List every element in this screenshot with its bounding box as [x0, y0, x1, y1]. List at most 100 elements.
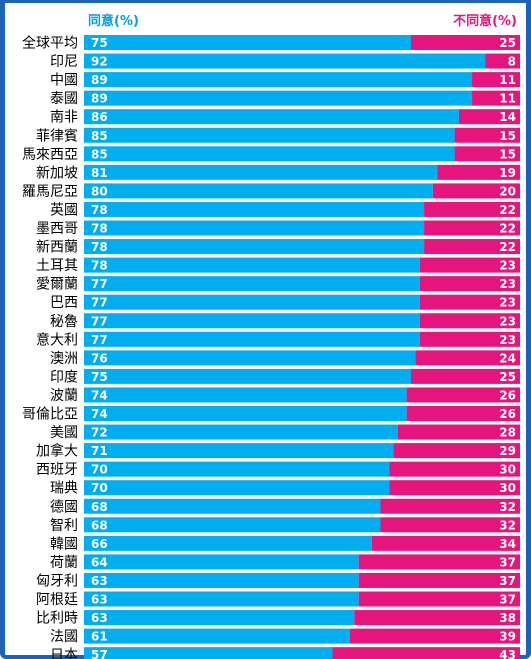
bar-agree	[84, 53, 486, 69]
bar-agree	[84, 257, 420, 273]
bar-agree	[84, 572, 359, 588]
value-label-disagree: 37	[499, 574, 516, 588]
bar-agree	[84, 647, 333, 659]
bar-disagree	[411, 368, 520, 384]
category-label: 加拿大	[36, 443, 78, 460]
legend-disagree: 不同意(%)	[453, 14, 517, 29]
bar-disagree	[397, 424, 520, 440]
bar-disagree	[454, 146, 520, 162]
category-label: 意大利	[36, 331, 78, 348]
value-label-agree: 85	[91, 129, 108, 143]
bar-agree	[84, 294, 420, 310]
value-label-disagree: 37	[499, 593, 516, 607]
category-label: 荷蘭	[50, 555, 78, 571]
bar-disagree	[419, 294, 520, 310]
value-label-agree: 77	[91, 277, 108, 291]
bar-agree	[84, 535, 372, 551]
value-label-agree: 78	[91, 222, 108, 236]
value-label-disagree: 23	[499, 333, 516, 347]
category-label: 韓國	[50, 536, 78, 552]
value-label-agree: 77	[91, 314, 108, 328]
bar-disagree	[485, 53, 520, 69]
value-label-agree: 68	[91, 500, 108, 514]
bar-agree	[84, 313, 420, 329]
value-label-disagree: 23	[499, 259, 516, 273]
bar-agree	[84, 610, 355, 626]
value-label-disagree: 38	[499, 611, 516, 625]
value-label-agree: 63	[91, 574, 108, 588]
bar-agree	[84, 591, 359, 607]
bar-disagree	[406, 406, 520, 421]
value-label-agree: 57	[91, 648, 108, 659]
bar-disagree	[354, 610, 520, 626]
category-label: 匈牙利	[36, 573, 78, 589]
category-label: 全球平均	[22, 35, 78, 52]
value-label-agree: 78	[91, 259, 108, 273]
value-label-disagree: 25	[499, 36, 516, 50]
category-label: 墨西哥	[36, 221, 78, 237]
value-label-agree: 75	[91, 36, 108, 50]
category-label: 中國	[50, 73, 78, 89]
bar-disagree	[419, 313, 520, 329]
value-label-disagree: 20	[499, 184, 516, 198]
bar-disagree	[389, 461, 520, 477]
value-label-disagree: 14	[499, 110, 516, 124]
bar-disagree	[358, 554, 520, 570]
value-label-disagree: 29	[499, 444, 516, 458]
bar-agree	[84, 443, 394, 459]
value-label-agree: 63	[91, 611, 108, 625]
category-label: 菲律賓	[36, 127, 78, 144]
value-label-disagree: 23	[499, 277, 516, 291]
legend-agree: 同意(%)	[88, 14, 139, 29]
bar-disagree	[419, 257, 520, 273]
bar-disagree	[458, 109, 520, 125]
value-label-disagree: 34	[499, 537, 516, 551]
value-label-disagree: 24	[499, 351, 516, 365]
value-label-disagree: 32	[499, 500, 516, 514]
bar-agree	[84, 406, 407, 421]
bar-agree	[84, 368, 411, 384]
category-label: 印度	[50, 369, 78, 385]
bar-agree	[84, 72, 473, 88]
value-label-agree: 89	[91, 73, 108, 87]
bar-disagree	[424, 201, 520, 217]
value-label-agree: 70	[91, 481, 108, 495]
bar-disagree	[349, 628, 520, 644]
value-label-disagree: 11	[499, 73, 516, 87]
value-label-agree: 72	[91, 426, 108, 440]
bar-agree	[84, 517, 381, 533]
value-label-agree: 75	[91, 370, 108, 384]
category-label: 新西蘭	[36, 240, 78, 256]
category-label: 日本	[50, 648, 78, 659]
category-label: 美國	[50, 425, 78, 441]
bar-disagree	[389, 480, 520, 496]
bar-disagree	[358, 591, 520, 607]
bar-agree	[84, 201, 425, 217]
value-label-disagree: 22	[499, 203, 516, 217]
category-label: 澳洲	[50, 351, 78, 367]
bar-agree	[84, 498, 381, 514]
category-label: 印尼	[50, 54, 78, 70]
value-label-agree: 70	[91, 463, 108, 477]
value-label-disagree: 39	[499, 630, 516, 644]
value-label-disagree: 8	[508, 55, 516, 69]
value-label-disagree: 43	[499, 648, 516, 659]
category-label: 新加坡	[36, 165, 78, 181]
value-label-agree: 77	[91, 333, 108, 347]
bar-disagree	[472, 90, 520, 106]
value-label-disagree: 23	[499, 314, 516, 328]
value-label-agree: 68	[91, 518, 108, 532]
category-label: 愛爾蘭	[36, 277, 78, 293]
value-label-disagree: 11	[499, 92, 516, 106]
value-label-disagree: 22	[499, 240, 516, 254]
bar-agree	[84, 146, 455, 162]
value-label-agree: 74	[91, 388, 108, 402]
category-label: 馬來西亞	[22, 147, 78, 163]
bar-agree	[84, 35, 411, 50]
value-label-disagree: 32	[499, 518, 516, 532]
value-label-disagree: 26	[499, 388, 516, 402]
value-label-disagree: 15	[499, 147, 516, 161]
value-label-disagree: 30	[499, 481, 516, 495]
bar-agree	[84, 164, 438, 180]
